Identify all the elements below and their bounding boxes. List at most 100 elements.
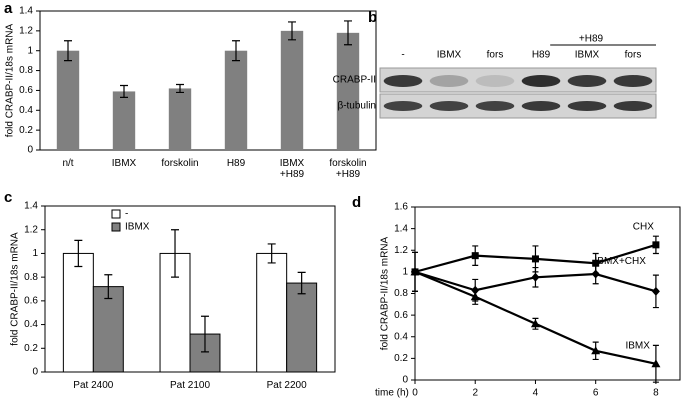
y-axis-label: fold CRABP-II/18s mRNA (10, 232, 21, 346)
group-label: +H89 (579, 34, 604, 45)
legend-label: IBMX (125, 222, 150, 233)
error-bar (200, 315, 209, 353)
x-tick-label: 8 (653, 388, 659, 399)
bar (56, 50, 80, 150)
y-tick-label: 0.6 (24, 295, 38, 306)
series-label: IBMX+CHX (595, 256, 647, 267)
y-tick-label: 0 (402, 375, 408, 386)
plot-frame (39, 10, 377, 151)
bar (189, 333, 221, 373)
panel-letter: a (4, 0, 13, 17)
x-tick-label: Pat 2400 (73, 380, 114, 391)
bar (336, 32, 360, 150)
y-tick-label: 0.2 (19, 125, 33, 136)
panel-letter: d (352, 194, 361, 211)
plot-frame (414, 206, 681, 381)
y-tick-label: 1.4 (19, 6, 33, 17)
marker (652, 241, 660, 249)
lane-label: IBMX (437, 50, 462, 61)
x-tick-label: H89 (226, 158, 246, 169)
y-tick-label: 1.2 (394, 245, 408, 256)
blot-band (383, 101, 423, 111)
y-tick-label: 1.2 (19, 25, 33, 36)
y-tick-label: 0.2 (394, 353, 408, 364)
error-bar (74, 239, 83, 268)
marker (531, 255, 539, 263)
error-bar (288, 21, 296, 41)
blot-band (567, 101, 607, 111)
blot-band (521, 75, 561, 87)
legend-label: - (125, 209, 128, 220)
error-bar (344, 20, 352, 46)
blot-band (383, 75, 423, 87)
x-tick-label: forskolin +H89 (329, 158, 367, 180)
y-tick-label: 1.2 (24, 224, 38, 235)
bar (112, 91, 136, 150)
series-label: IBMX (625, 340, 650, 351)
lane-label: fors (487, 50, 504, 61)
bar (92, 286, 124, 373)
x-tick-label: n/t (62, 158, 74, 169)
y-tick-label: 0.6 (19, 85, 33, 96)
marker (470, 292, 480, 301)
marker (471, 252, 479, 260)
x-tick-label: 4 (533, 388, 539, 399)
x-tick-label: 0 (412, 388, 418, 399)
panel-letter: b (368, 9, 377, 26)
y-tick-label: 0.8 (19, 65, 33, 76)
legend-swatch (111, 222, 121, 232)
x-tick-label: forskolin (161, 158, 199, 169)
bar (62, 252, 94, 373)
blot-strip (379, 67, 657, 93)
blot-band (613, 75, 653, 87)
marker (651, 359, 661, 368)
x-tick-label: Pat 2100 (169, 380, 211, 391)
legend-swatch (111, 209, 121, 219)
x-tick-label: Pat 2200 (266, 380, 307, 391)
y-tick-label: 1 (32, 248, 38, 259)
y-tick-label: 1 (402, 267, 408, 278)
blot-band (613, 101, 653, 111)
bar (168, 88, 192, 150)
error-bar (176, 83, 184, 94)
error-bar (297, 271, 306, 295)
marker (592, 259, 600, 267)
y-tick-label: 0.4 (394, 331, 408, 342)
lane-label: fors (625, 50, 642, 61)
y-tick-label: 0 (27, 145, 33, 156)
marker (591, 269, 600, 279)
error-bar (267, 243, 276, 264)
x-tick-label: 2 (472, 388, 478, 399)
error-bar (120, 84, 128, 98)
error-bar (104, 274, 113, 300)
blot-band (429, 101, 469, 111)
y-tick-label: 1 (27, 45, 33, 56)
y-axis-label: fold CRABP-II/18s mRNA (5, 23, 16, 137)
y-tick-label: 0 (32, 367, 38, 378)
panel-letter: c (4, 189, 12, 206)
y-tick-label: 0.2 (24, 343, 38, 354)
blot-band (567, 75, 607, 87)
y-tick-label: 0.6 (394, 310, 408, 321)
marker (530, 319, 540, 328)
y-axis-label: fold CRABP-II/18s mRNA (380, 236, 391, 350)
error-bar (232, 40, 240, 62)
blot-band (521, 101, 561, 111)
marker (410, 267, 420, 276)
x-tick-label: 6 (593, 388, 599, 399)
y-tick-label: 0.8 (24, 272, 38, 283)
y-tick-label: 0.8 (394, 288, 408, 299)
row-label: β-tubulin (337, 101, 376, 112)
x-tick-label: IBMX (111, 158, 137, 169)
y-tick-label: 0.4 (24, 319, 38, 330)
bar (224, 50, 248, 150)
blot-strip (379, 93, 657, 119)
blot-band (475, 75, 515, 87)
blot-band (429, 75, 469, 87)
y-tick-label: 1.6 (394, 202, 408, 213)
x-tick-label: IBMX +H89 (279, 158, 305, 180)
y-tick-label: 1.4 (24, 201, 38, 212)
y-tick-label: 1.4 (394, 223, 408, 234)
